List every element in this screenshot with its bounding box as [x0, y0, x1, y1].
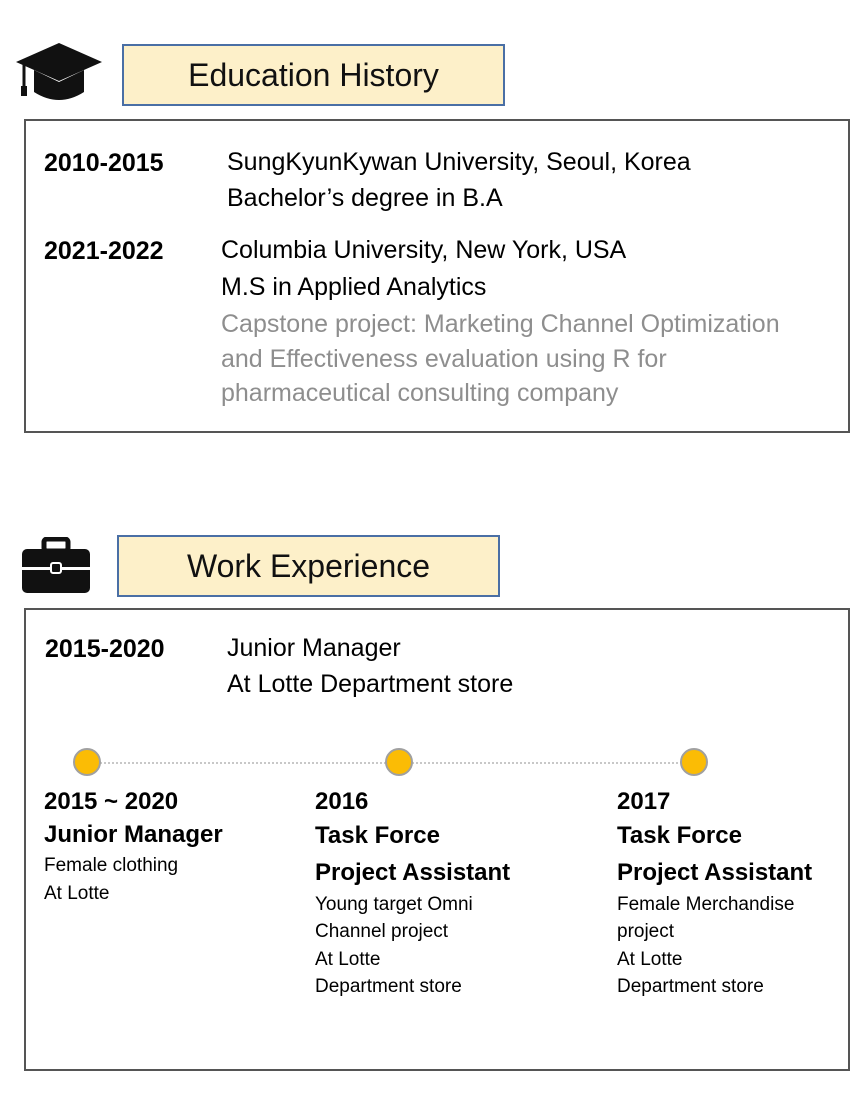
- capstone-note-line-2: and Effectiveness evaluation using R for: [221, 345, 667, 373]
- timeline-desc-3-line-4: Department store: [617, 976, 764, 997]
- timeline-year-2: 2016: [315, 788, 369, 815]
- work-experience-title-text: Work Experience: [186, 547, 431, 584]
- graduation-cap-icon: [16, 43, 102, 100]
- education-years-2: 2021-2022: [44, 237, 164, 265]
- timeline-role-3-line-2: Project Assistant: [617, 859, 813, 886]
- work-years: 2015-2020: [45, 635, 165, 663]
- timeline-dot-3: [680, 748, 708, 776]
- work-position: Junior Manager: [227, 634, 401, 662]
- education-history-title-text: Education History: [188, 56, 439, 93]
- education-school-1: SungKyunKywan University, Seoul, Korea: [227, 148, 691, 176]
- capstone-note-line-1: Capstone project: Marketing Channel Opti…: [221, 310, 780, 338]
- timeline-year-1: 2015 ~ 2020: [44, 788, 179, 815]
- education-degree-2: M.S in Applied Analytics: [221, 273, 487, 301]
- timeline-desc-1-line-2: At Lotte: [44, 883, 110, 904]
- work-content-box: [24, 608, 850, 1071]
- education-degree-1: Bachelor’s degree in B.A: [227, 184, 503, 212]
- work-experience-title: Work Experience: [117, 535, 500, 597]
- timeline-desc-2-line-1: Young target Omni: [315, 894, 473, 915]
- timeline-role-3-line-1: Task Force: [617, 822, 742, 849]
- timeline-desc-2-line-4: Department store: [315, 976, 462, 997]
- timeline-desc-3-line-2: project: [617, 921, 675, 942]
- timeline-desc-3-line-3: At Lotte: [617, 949, 683, 970]
- timeline-role-2-line-1: Task Force: [315, 822, 440, 849]
- education-history-title: Education History: [122, 44, 505, 106]
- timeline-role-1-line-1: Junior Manager: [44, 821, 223, 848]
- education-content-box: [24, 119, 850, 433]
- timeline-dot-1: [73, 748, 101, 776]
- work-company: At Lotte Department store: [227, 670, 514, 698]
- capstone-note-line-3: pharmaceutical consulting company: [221, 379, 619, 407]
- education-years-1: 2010-2015: [44, 149, 164, 177]
- timeline-desc-2-line-2: Channel project: [315, 921, 449, 942]
- timeline-desc-1-line-1: Female clothing: [44, 855, 179, 876]
- education-school-2: Columbia University, New York, USA: [221, 236, 627, 264]
- timeline-role-2-line-2: Project Assistant: [315, 859, 511, 886]
- timeline-dot-2: [385, 748, 413, 776]
- timeline-desc-2-line-3: At Lotte: [315, 949, 381, 970]
- timeline-desc-3-line-1: Female Merchandise: [617, 894, 795, 915]
- briefcase-icon: [22, 537, 90, 593]
- timeline-year-3: 2017: [617, 788, 671, 815]
